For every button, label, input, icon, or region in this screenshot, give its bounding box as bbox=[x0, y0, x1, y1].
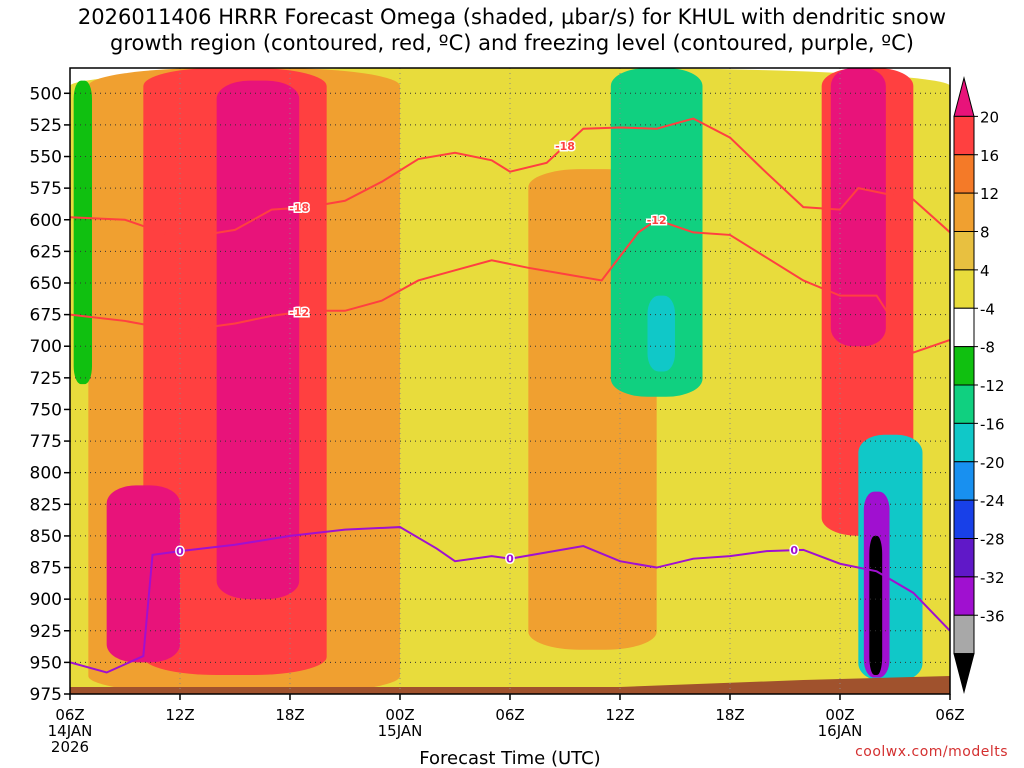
colorbar-label-3: 8 bbox=[980, 224, 990, 242]
colorbar-segment-10 bbox=[953, 461, 975, 501]
colorbar-label-6: -8 bbox=[980, 339, 995, 357]
colorbar-label-9: -20 bbox=[980, 454, 1005, 472]
chart-title: 2026011406 HRRR Forecast Omega (shaded, … bbox=[0, 4, 1024, 56]
colorbar-label-2: 12 bbox=[980, 185, 999, 203]
contour-label-minus-18C-0: -18 bbox=[289, 202, 309, 215]
colorbar-segment-11 bbox=[953, 499, 975, 539]
colorbar-segment-4 bbox=[953, 231, 975, 271]
y-tick-label-650: 650 bbox=[30, 274, 62, 294]
colorbar-label-8: -16 bbox=[980, 415, 1005, 433]
y-tick-label-550: 550 bbox=[30, 148, 62, 168]
credit-text: coolwx.com/modelts bbox=[855, 744, 1008, 760]
contour-label-minus-18C-1: -18 bbox=[555, 140, 575, 153]
colorbar-segment-0 bbox=[953, 76, 975, 117]
y-tick-label-700: 700 bbox=[30, 337, 62, 357]
omega-region-early-core bbox=[216, 80, 300, 600]
chart-title-line-1: 2026011406 HRRR Forecast Omega (shaded, … bbox=[77, 5, 947, 29]
contour-label-freezing-level-0C-2: 0 bbox=[790, 544, 798, 557]
plot-area: -18 -18 -12 -12 0 0 0 bbox=[70, 68, 950, 694]
x-axis-title: Forecast Time (UTC) bbox=[419, 748, 600, 768]
colorbar-label-12: -32 bbox=[980, 569, 1005, 587]
x-tick-label-1: 12Z bbox=[165, 706, 194, 724]
colorbar-segment-1 bbox=[953, 115, 975, 156]
colorbar-label-11: -28 bbox=[980, 531, 1005, 549]
colorbar-label-5: -4 bbox=[980, 300, 995, 318]
colorbar-segment-13 bbox=[953, 576, 975, 616]
y-tick-label-600: 600 bbox=[30, 211, 62, 231]
colorbar-segment-9 bbox=[953, 422, 975, 463]
contour-label-freezing-level-0C-0: 0 bbox=[176, 545, 184, 558]
y-tick-label-925: 925 bbox=[30, 622, 62, 642]
y-tick-label-975: 975 bbox=[30, 685, 62, 705]
colorbar-label-13: -36 bbox=[980, 607, 1005, 625]
y-tick-label-575: 575 bbox=[30, 179, 62, 199]
grid-lines bbox=[70, 68, 950, 694]
colorbar-segment-12 bbox=[953, 538, 975, 578]
colorbar-label-4: 4 bbox=[980, 262, 990, 280]
contour-label-minus-12C-0: -12 bbox=[289, 306, 309, 319]
x-tick-label-6: 18Z bbox=[715, 706, 744, 724]
colorbar-segment-8 bbox=[953, 384, 975, 424]
contour-label-minus-12C-1: -12 bbox=[647, 214, 667, 227]
y-tick-label-875: 875 bbox=[30, 559, 62, 579]
x-tick-label-7: 00Z bbox=[825, 706, 854, 724]
y-tick-label-800: 800 bbox=[30, 464, 62, 484]
x-tick-label-2: 18Z bbox=[275, 706, 304, 724]
ground-surface bbox=[70, 676, 950, 694]
colorbar: 20 16 12 8 4 -4 -8 -12 -16 -20 -24 -28 -32 -36 bbox=[953, 76, 1005, 694]
contour-minus-18C bbox=[70, 117, 950, 240]
x-tick-date-0: 14JAN bbox=[48, 722, 93, 740]
contour-minus-12C bbox=[70, 218, 950, 354]
x-tick-label-0: 06Z bbox=[55, 706, 84, 724]
x-tick-date-3: 15JAN bbox=[378, 722, 423, 740]
colorbar-segment-2 bbox=[953, 154, 975, 194]
contour-freezing-level-0C bbox=[70, 526, 950, 674]
x-tick-label-8: 06Z bbox=[935, 706, 964, 724]
y-tick-label-625: 625 bbox=[30, 242, 62, 262]
y-tick-label-950: 950 bbox=[30, 653, 62, 673]
omega-region-descent-core bbox=[647, 295, 675, 372]
x-tick-date-7: 16JAN bbox=[818, 722, 863, 740]
y-tick-label-825: 825 bbox=[30, 495, 62, 515]
omega-region-late-extreme-descent bbox=[869, 535, 883, 676]
x-tick-label-4: 06Z bbox=[495, 706, 524, 724]
y-tick-label-900: 900 bbox=[30, 590, 62, 610]
colorbar-segment-3 bbox=[953, 192, 975, 232]
y-tick-label-775: 775 bbox=[30, 432, 62, 452]
y-tick-label-500: 500 bbox=[30, 84, 62, 104]
omega-region-midday-descent bbox=[610, 68, 703, 397]
x-tick-label-3: 00Z bbox=[385, 706, 414, 724]
colorbar-label-0: 20 bbox=[980, 108, 999, 126]
colorbar-label-10: -24 bbox=[980, 492, 1005, 510]
y-tick-label-725: 725 bbox=[30, 369, 62, 389]
colorbar-segment-5 bbox=[953, 269, 975, 309]
y-tick-label-525: 525 bbox=[30, 116, 62, 136]
x-tick-year-0: 2026 bbox=[51, 738, 89, 756]
colorbar-segment-6 bbox=[953, 307, 975, 348]
colorbar-segment-14 bbox=[953, 614, 975, 655]
y-axis: 500 525 550 575 600 625 650 675 700 725 750 775 800 8… bbox=[30, 84, 70, 705]
y-tick-label-850: 850 bbox=[30, 527, 62, 547]
omega-region-early-descent bbox=[73, 80, 92, 385]
colorbar-label-1: 16 bbox=[980, 147, 999, 165]
colorbar-segment-7 bbox=[953, 346, 975, 386]
omega-region-late-core bbox=[830, 68, 886, 347]
x-tick-label-5: 12Z bbox=[605, 706, 634, 724]
y-tick-label-750: 750 bbox=[30, 400, 62, 420]
chart-title-line-2: growth region (contoured, red, ºC) and f… bbox=[110, 31, 914, 55]
colorbar-segment-15 bbox=[953, 653, 975, 694]
omega-region-low-level-core bbox=[106, 485, 180, 663]
y-tick-label-675: 675 bbox=[30, 306, 62, 326]
colorbar-label-7: -12 bbox=[980, 377, 1005, 395]
contour-label-freezing-level-0C-1: 0 bbox=[506, 553, 514, 566]
